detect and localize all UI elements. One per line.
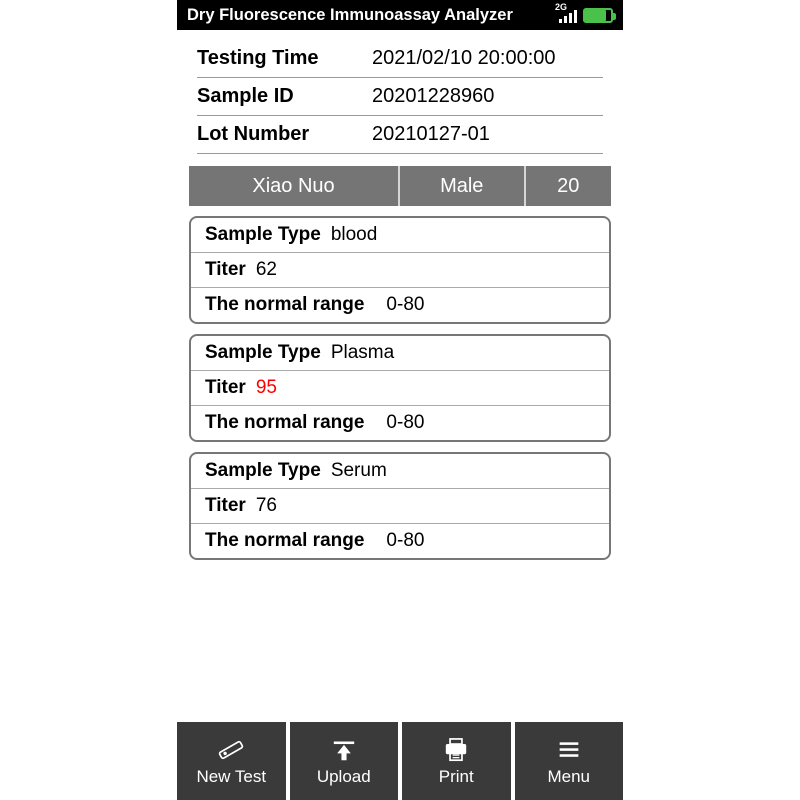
normal-range-row: The normal range 0-80 — [191, 524, 609, 558]
normal-range-row: The normal range 0-80 — [191, 288, 609, 322]
normal-range-value: 0-80 — [386, 530, 424, 552]
normal-range-row: The normal range 0-80 — [191, 406, 609, 440]
upload-icon — [327, 735, 361, 765]
sample-type-value: Plasma — [331, 342, 394, 364]
sample-id-value: 20201228960 — [372, 85, 603, 108]
sample-id-row: Sample ID 20201228960 — [197, 78, 603, 116]
normal-range-value: 0-80 — [386, 294, 424, 316]
titer-row: Titer 62 — [191, 253, 609, 288]
normal-range-label: The normal range — [205, 530, 364, 552]
upload-button[interactable]: Upload — [290, 722, 399, 800]
print-label: Print — [439, 767, 474, 787]
print-button[interactable]: Print — [402, 722, 511, 800]
patient-bar: Xiao Nuo Male 20 — [189, 166, 611, 206]
metadata-block: Testing Time 2021/02/10 20:00:00 Sample … — [177, 30, 623, 154]
app-title: Dry Fluorescence Immunoassay Analyzer — [187, 6, 559, 25]
lot-number-value: 20210127-01 — [372, 123, 603, 146]
result-card: Sample Type Serum Titer 76 The normal range 0… — [189, 452, 611, 560]
sample-type-row: Sample Type blood — [191, 218, 609, 253]
normal-range-value: 0-80 — [386, 412, 424, 434]
result-card: Sample Type Plasma Titer 95 The normal range… — [189, 334, 611, 442]
signal-icon: 2G — [559, 8, 577, 23]
patient-sex: Male — [398, 166, 526, 206]
sample-type-value: Serum — [331, 460, 387, 482]
test-strip-icon — [214, 735, 248, 765]
titer-label: Titer — [205, 377, 246, 399]
titer-row: Titer 76 — [191, 489, 609, 524]
menu-button[interactable]: Menu — [515, 722, 624, 800]
testing-time-label: Testing Time — [197, 47, 372, 70]
menu-icon — [552, 735, 586, 765]
lot-number-row: Lot Number 20210127-01 — [197, 116, 603, 154]
patient-name: Xiao Nuo — [189, 166, 398, 206]
battery-icon — [583, 8, 613, 23]
result-card: Sample Type blood Titer 62 The normal range 0… — [189, 216, 611, 324]
status-bar: Dry Fluorescence Immunoassay Analyzer 2G — [177, 0, 623, 30]
new-test-label: New Test — [196, 767, 266, 787]
sample-type-row: Sample Type Serum — [191, 454, 609, 489]
lot-number-label: Lot Number — [197, 123, 372, 146]
testing-time-value: 2021/02/10 20:00:00 — [372, 47, 603, 70]
titer-label: Titer — [205, 259, 246, 281]
patient-age: 20 — [526, 166, 612, 206]
titer-value: 76 — [256, 495, 277, 517]
sample-type-value: blood — [331, 224, 378, 246]
titer-value: 62 — [256, 259, 277, 281]
sample-id-label: Sample ID — [197, 85, 372, 108]
bottom-nav: New Test Upload Print — [177, 722, 623, 800]
titer-value: 95 — [256, 377, 277, 399]
results-list: Sample Type blood Titer 62 The normal range 0… — [177, 206, 623, 722]
menu-label: Menu — [547, 767, 590, 787]
status-icons: 2G — [559, 8, 613, 23]
network-label: 2G — [555, 2, 567, 12]
titer-row: Titer 95 — [191, 371, 609, 406]
new-test-button[interactable]: New Test — [177, 722, 286, 800]
testing-time-row: Testing Time 2021/02/10 20:00:00 — [197, 40, 603, 78]
normal-range-label: The normal range — [205, 412, 364, 434]
print-icon — [439, 735, 473, 765]
sample-type-label: Sample Type — [205, 342, 321, 364]
upload-label: Upload — [317, 767, 371, 787]
sample-type-label: Sample Type — [205, 460, 321, 482]
normal-range-label: The normal range — [205, 294, 364, 316]
titer-label: Titer — [205, 495, 246, 517]
sample-type-row: Sample Type Plasma — [191, 336, 609, 371]
sample-type-label: Sample Type — [205, 224, 321, 246]
device-screen: Dry Fluorescence Immunoassay Analyzer 2G… — [177, 0, 623, 800]
